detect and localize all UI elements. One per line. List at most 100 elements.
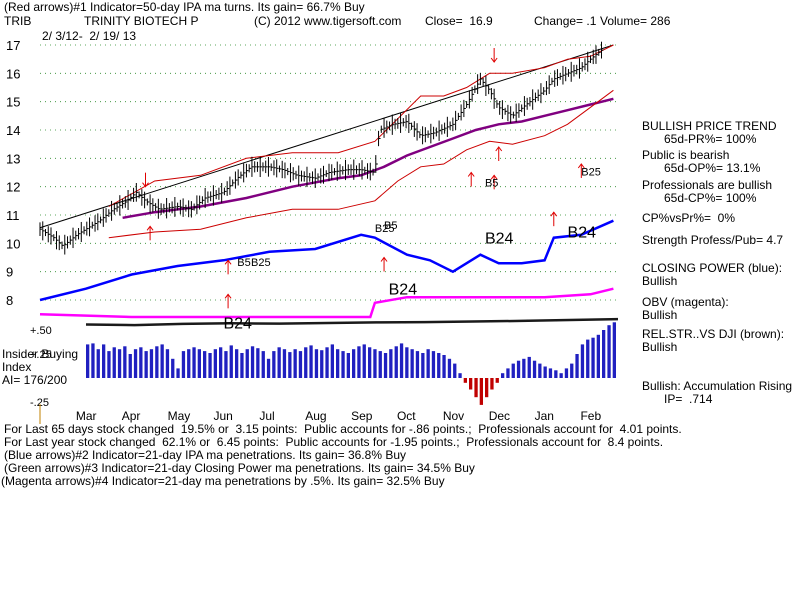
series-lower-band — [108, 89, 614, 239]
month-label: Apr — [122, 409, 141, 423]
insider-bar — [357, 346, 361, 378]
arrow-head — [224, 293, 232, 299]
arrow-head — [577, 163, 585, 169]
insider-bar — [213, 349, 217, 378]
insider-bar — [501, 373, 505, 378]
insider-bar — [107, 351, 111, 378]
y-tick-label: 17 — [6, 38, 20, 53]
signal-label-b24: B24 — [485, 230, 514, 247]
insider-bar — [219, 347, 223, 378]
ip-value: IP= .714 — [664, 392, 713, 406]
signal-label-b24: B24 — [568, 225, 597, 242]
insider-bar — [176, 368, 180, 378]
y-tick-label: 9 — [6, 265, 13, 280]
insider-bar — [288, 352, 292, 378]
series-50-day-ma — [122, 97, 614, 220]
relstr-title: REL.STR..VS DJI (brown): — [642, 327, 785, 341]
insider-bar — [229, 345, 233, 378]
accumulation-title: Bullish: Accumulation Rising — [642, 379, 793, 393]
month-label: Oct — [397, 409, 416, 423]
insider-bar — [325, 347, 329, 378]
signal-label-b24: B24 — [389, 281, 418, 298]
insider-tick-label: -.25 — [30, 397, 49, 409]
insider-buying-panel: +.50 +.25 -.25 — [30, 317, 619, 409]
y-tick-label: 13 — [6, 151, 20, 166]
insider-bar — [548, 368, 553, 378]
insider-bar — [330, 344, 334, 378]
month-label: Dec — [489, 409, 510, 423]
insider-bar — [309, 345, 313, 378]
footer-65day: For Last 65 days stock changed 19.5% or … — [4, 422, 682, 436]
insider-bar — [405, 347, 409, 378]
insider-bar — [490, 378, 494, 390]
insider-bar — [250, 346, 255, 378]
arrow-head — [490, 57, 498, 63]
signal-label-b5: B5 — [485, 178, 498, 190]
insider-bar — [570, 363, 574, 378]
insider-bar — [266, 358, 271, 378]
insider-bar — [602, 330, 606, 378]
insider-bar — [580, 344, 585, 378]
indicator-2-line: (Blue arrows)#2 Indicator=21-day IPA ma … — [4, 448, 406, 462]
signal-label-b25: B25 — [375, 223, 395, 235]
month-label: Nov — [443, 409, 464, 423]
insider-bar — [607, 325, 611, 378]
indicator-1-line: (Red arrows)#1 Indicator=50-day IPA ma t… — [4, 0, 365, 14]
month-label: Jul — [259, 409, 274, 423]
insider-bar — [96, 349, 100, 378]
insider-bar — [442, 355, 446, 378]
insider-bar — [415, 351, 420, 378]
series-obv-magenta- — [39, 287, 614, 319]
x-axis-months: Mar Apr May Jun Jul Aug Sep Oct Nov Dec Jan Feb — [76, 409, 602, 423]
volume: Volume= 286 — [600, 14, 671, 28]
month-label: Mar — [76, 409, 97, 423]
insider-bar — [447, 358, 452, 378]
copyright: (C) 2012 www.tigersoft.com — [254, 14, 402, 28]
insider-bar — [155, 346, 159, 378]
insider-bar — [298, 351, 303, 378]
insider-bar — [383, 353, 388, 378]
insider-bar — [538, 363, 542, 378]
insider-bar — [421, 353, 425, 378]
insider-bar — [495, 378, 499, 383]
insider-index-label: Index — [2, 360, 32, 374]
insider-bar — [426, 349, 430, 378]
insider-bar — [394, 346, 398, 378]
insider-bar — [352, 349, 356, 378]
rel-strength-line — [85, 317, 619, 327]
insider-bar — [282, 349, 287, 378]
insider-bar — [91, 343, 95, 378]
series-upper-band — [108, 44, 614, 207]
insider-bar — [272, 351, 276, 378]
insider-bar — [117, 349, 122, 378]
y-tick-label: 10 — [6, 236, 20, 251]
trend-line — [39, 44, 614, 229]
close-price: Close= 16.9 — [425, 14, 493, 28]
insider-bar — [165, 349, 170, 378]
insider-bar — [341, 351, 345, 378]
signal-arrows — [142, 48, 585, 309]
signal-label-b5: B5 — [237, 257, 250, 269]
series-lines — [39, 44, 614, 319]
indicator-4-line: (Magenta arrows)#4 Indicator=21-day ma p… — [1, 474, 445, 488]
insider-bar — [235, 349, 239, 378]
insider-bar — [197, 349, 201, 378]
insider-bar — [378, 351, 382, 378]
insider-bar — [543, 366, 547, 378]
obv-title: OBV (magenta): — [642, 295, 729, 309]
insider-bar — [245, 349, 249, 378]
insider-bar — [320, 350, 324, 378]
insider-bar — [437, 353, 441, 378]
insider-bar — [516, 360, 521, 378]
insider-bar — [293, 349, 297, 378]
price-change: Change= .1 — [534, 14, 597, 28]
signal-label-b25: B25 — [581, 166, 601, 178]
arrow-head — [142, 182, 149, 188]
series-closing-power-blue- — [39, 219, 614, 302]
cp-vs-pr: CP%vsPr%= 0% — [642, 211, 736, 225]
arrow-head — [146, 225, 154, 231]
signal-label-b24: B24 — [223, 315, 252, 332]
date-range: 2/ 3/12- 2/ 19/ 13 — [42, 29, 137, 43]
insider-bar — [575, 354, 579, 378]
